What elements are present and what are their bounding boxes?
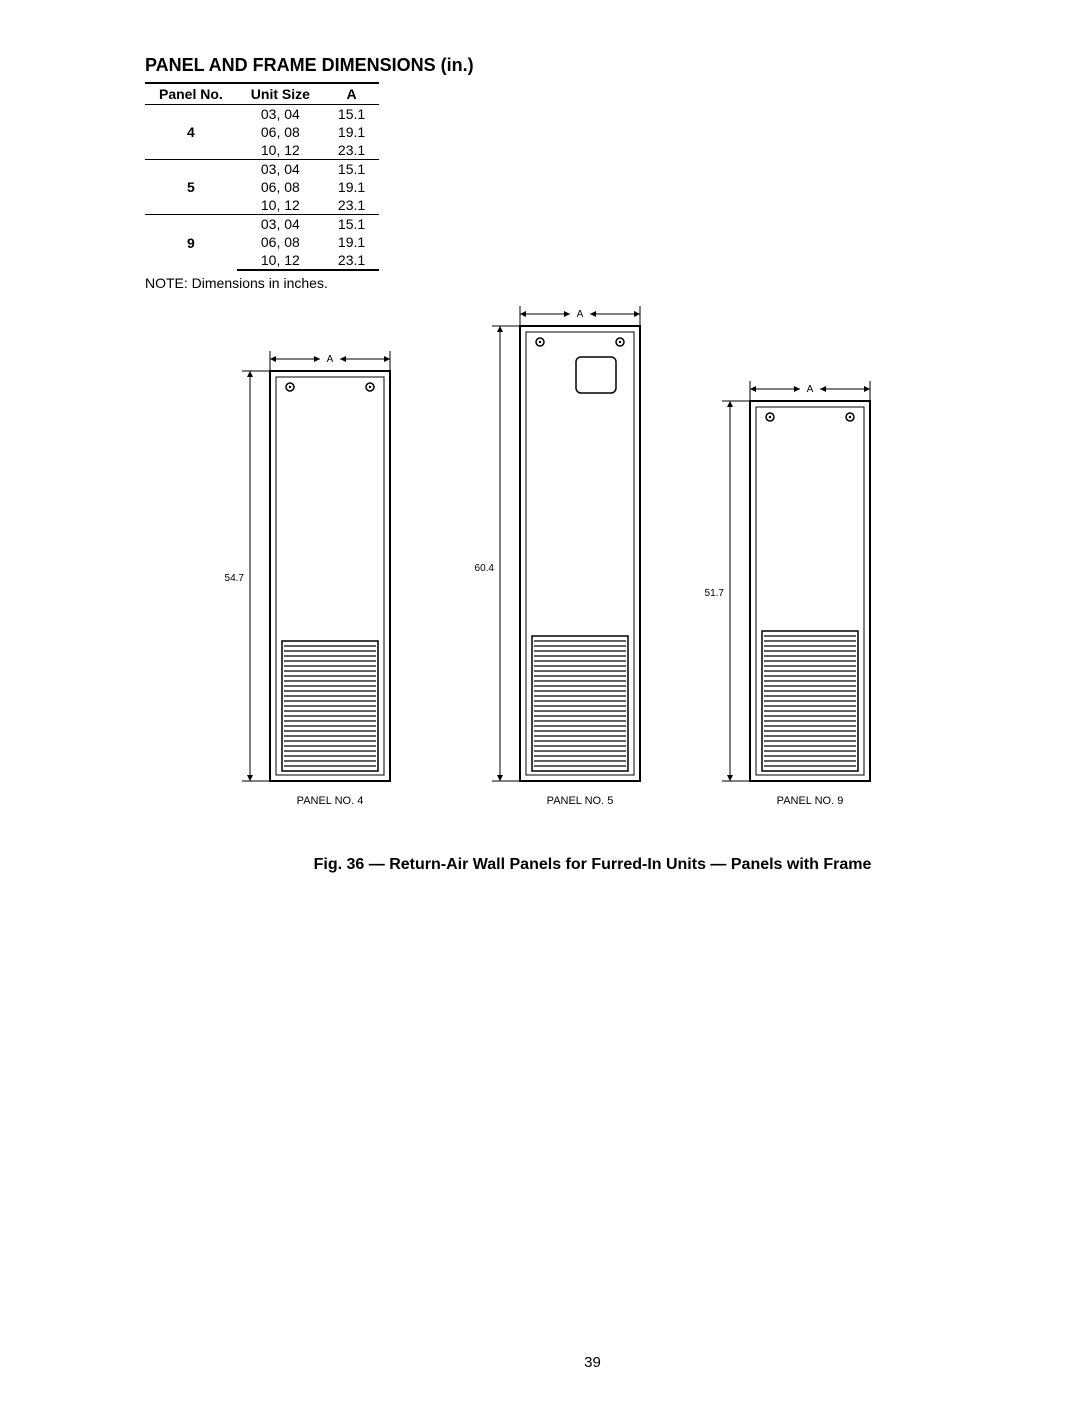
- table-row: 503, 0415.1: [145, 160, 379, 179]
- cell-panel-no: 5: [145, 160, 237, 215]
- section-title: PANEL AND FRAME DIMENSIONS (in.): [145, 55, 1040, 76]
- cell-a: 19.1: [324, 123, 379, 141]
- cell-unit-size: 06, 08: [237, 233, 324, 251]
- height-label: 60.4: [475, 563, 495, 574]
- cell-panel-no: 9: [145, 215, 237, 271]
- panels-diagram: A 54.7 A 60.4 A 51.7: [145, 301, 905, 811]
- col-panel-no: Panel No.: [145, 83, 237, 105]
- width-label: A: [327, 354, 334, 365]
- width-label: A: [807, 384, 814, 395]
- cell-a: 15.1: [324, 215, 379, 234]
- width-label: A: [577, 309, 584, 320]
- dimensions-table: Panel No. Unit Size A 403, 0415.106, 081…: [145, 82, 379, 271]
- figure-caption: Fig. 36 — Return-Air Wall Panels for Fur…: [145, 856, 1040, 874]
- cell-unit-size: 10, 12: [237, 196, 324, 215]
- cell-a: 19.1: [324, 178, 379, 196]
- page-number: 39: [145, 1354, 1040, 1371]
- cell-a: 23.1: [324, 251, 379, 270]
- cell-a: 15.1: [324, 105, 379, 124]
- cell-a: 19.1: [324, 233, 379, 251]
- panel-drawing: A 51.7: [705, 381, 870, 781]
- col-unit-size: Unit Size: [237, 83, 324, 105]
- panel-drawing: A 54.7: [225, 351, 390, 781]
- dimensions-note: NOTE: Dimensions in inches.: [145, 275, 1040, 291]
- col-a: A: [324, 83, 379, 105]
- table-row: 903, 0415.1: [145, 215, 379, 234]
- cell-unit-size: 10, 12: [237, 251, 324, 270]
- figure-area: A 54.7 A 60.4 A 51.7 PANEL NO. 4 PANEL NO. 5 PA…: [145, 301, 1040, 841]
- panel-drawing: A 60.4: [475, 306, 640, 781]
- cell-a: 15.1: [324, 160, 379, 179]
- cell-a: 23.1: [324, 196, 379, 215]
- height-label: 51.7: [705, 588, 725, 599]
- cell-unit-size: 06, 08: [237, 123, 324, 141]
- height-label: 54.7: [225, 573, 245, 584]
- panel-label: PANEL NO. 9: [750, 795, 870, 807]
- table-row: 403, 0415.1: [145, 105, 379, 124]
- panel-label: PANEL NO. 4: [270, 795, 390, 807]
- cell-panel-no: 4: [145, 105, 237, 160]
- cell-unit-size: 03, 04: [237, 160, 324, 179]
- cell-unit-size: 03, 04: [237, 105, 324, 124]
- panel-label: PANEL NO. 5: [520, 795, 640, 807]
- cell-unit-size: 03, 04: [237, 215, 324, 234]
- cell-a: 23.1: [324, 141, 379, 160]
- cell-unit-size: 06, 08: [237, 178, 324, 196]
- cell-unit-size: 10, 12: [237, 141, 324, 160]
